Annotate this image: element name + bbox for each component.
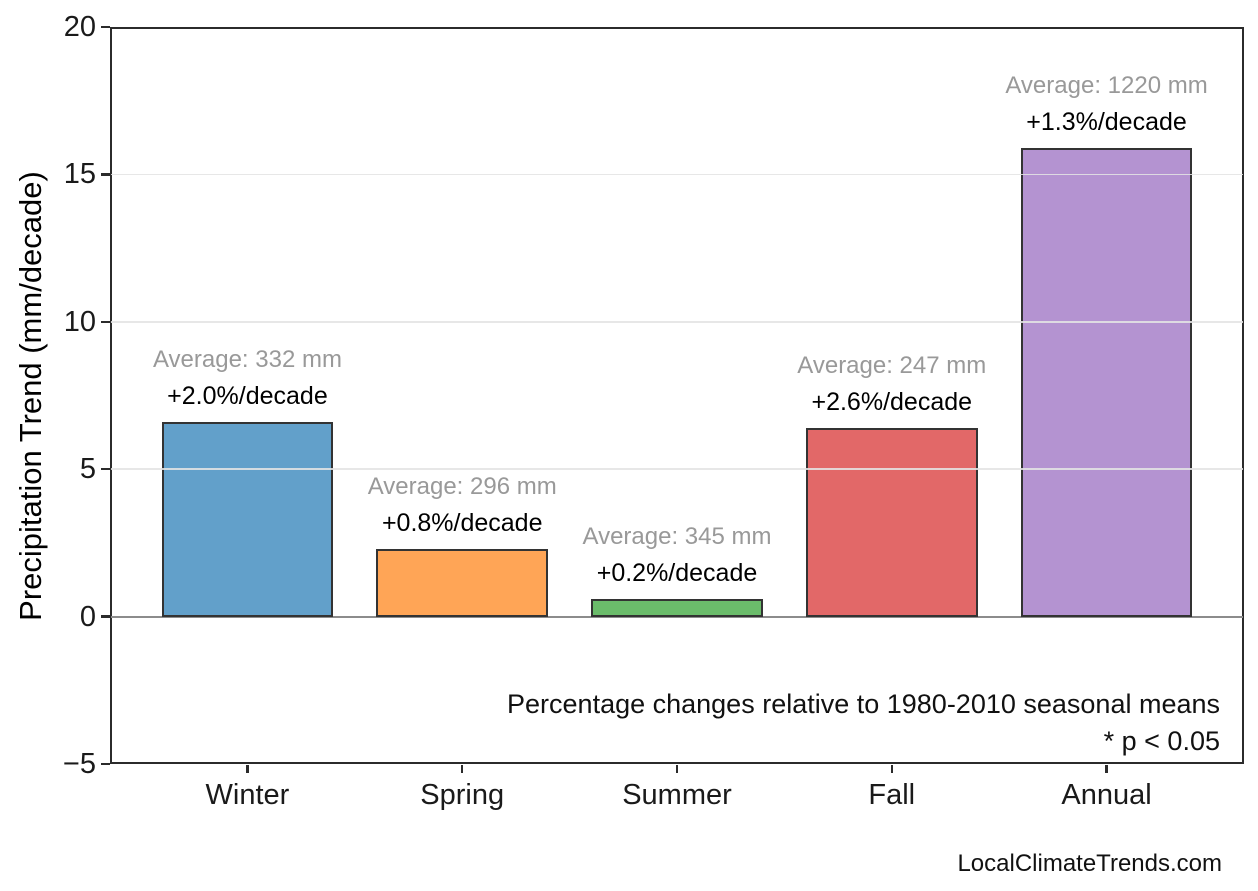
note-percentage-baseline: Percentage changes relative to 1980-2010… (507, 689, 1220, 719)
y-tick-mark (101, 25, 110, 29)
y-tick-mark (101, 467, 110, 471)
x-tick-mark (460, 765, 464, 773)
bar-summer (591, 598, 763, 617)
y-axis-label-cell: Precipitation Trend (mm/decade) (0, 27, 62, 764)
x-tick-mark (1105, 765, 1108, 773)
x-tick-mark (890, 765, 894, 773)
bar-fall (805, 427, 978, 617)
watermark: LocalClimateTrends.com (957, 850, 1222, 877)
bar-annotation-winter: Average: 332 mm +2.0%/decade (153, 342, 342, 414)
annotation-average-label: Average: 332 mm (152, 346, 342, 374)
bar-spring (376, 548, 549, 617)
y-tick-mark (101, 615, 110, 618)
annotation-average-label: Average: 1220 mm (1005, 71, 1208, 99)
annotation-average-label: Average: 296 mm (367, 472, 557, 500)
annotation-average-label: Average: 247 mm (797, 351, 987, 379)
y-tick-label: 15 (63, 158, 96, 191)
x-tick-mark (246, 765, 249, 773)
annotation-trend-label: +2.0%/decade (167, 382, 328, 411)
gridline (111, 321, 1243, 323)
x-tick-label-annual: Annual (1061, 779, 1152, 811)
x-tick-label-fall: Fall (868, 779, 916, 811)
note-significance: * p < 0.05 (1103, 726, 1220, 756)
bar-winter (161, 422, 334, 617)
zero-line (111, 615, 1243, 618)
y-tick-label: −5 (62, 748, 96, 780)
annotation-trend-label: +1.3%/decade (1026, 107, 1187, 136)
y-tick-mark (101, 173, 110, 176)
x-tick-label-winter: Winter (205, 779, 290, 811)
annotation-average-label: Average: 345 mm (582, 522, 772, 550)
y-tick-mark (101, 320, 110, 324)
y-tick-label: 0 (79, 600, 96, 633)
bar-annotation-summer: Average: 345 mm +0.2%/decade (583, 519, 772, 591)
bar-annotation-fall: Average: 247 mm +2.6%/decade (797, 348, 986, 420)
x-tick-label-spring: Spring (420, 779, 505, 811)
bar-annotation-annual: Average: 1220 mm +1.3%/decade (1005, 68, 1207, 140)
x-tick-label-summer: Summer (622, 779, 732, 811)
gridline (111, 173, 1243, 176)
y-axis-label: Precipitation Trend (mm/decade) (13, 170, 49, 621)
y-tick-mark (101, 762, 110, 766)
bar-annotation-spring: Average: 296 mm +0.8%/decade (368, 469, 557, 541)
annotation-trend-label: +0.2%/decade (596, 558, 758, 587)
y-tick-label: 5 (79, 453, 96, 486)
y-tick-label: 20 (63, 11, 96, 43)
gridline (111, 468, 1243, 470)
x-tick-mark (675, 765, 679, 773)
annotation-trend-label: +0.8%/decade (381, 508, 543, 537)
y-tick-label: 10 (63, 305, 96, 338)
annotation-trend-label: +2.6%/decade (811, 387, 973, 416)
bar-annual (1020, 147, 1193, 617)
chart-notes: Percentage changes relative to 1980-2010… (110, 686, 1220, 760)
